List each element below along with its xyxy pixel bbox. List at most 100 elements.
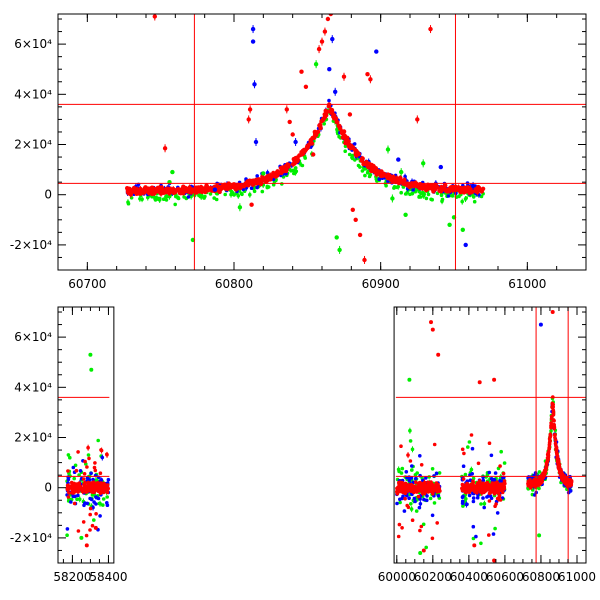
- data-point-red: [451, 186, 456, 191]
- data-point-red: [381, 173, 386, 178]
- data-point-blue: [398, 497, 402, 502]
- data-point-green: [350, 153, 355, 158]
- data-point-green: [322, 122, 327, 126]
- data-point-red: [84, 543, 89, 548]
- data-point-blue: [106, 477, 111, 482]
- data-point-green: [467, 440, 472, 444]
- data-point-red: [413, 486, 418, 490]
- data-point-green: [92, 518, 96, 522]
- data-point-blue: [432, 474, 436, 478]
- data-point-green: [105, 495, 109, 499]
- data-point-red: [171, 190, 177, 195]
- data-point-green: [410, 447, 415, 452]
- data-point-red: [133, 187, 138, 193]
- data-point-red: [316, 46, 322, 52]
- y-tick-label: 4×10⁴: [14, 380, 52, 394]
- data-point-green: [385, 147, 391, 152]
- data-point-green: [229, 189, 234, 194]
- data-point-red: [400, 526, 404, 530]
- data-point-blue: [250, 26, 256, 32]
- data-point-red: [217, 189, 222, 195]
- data-point-red: [88, 506, 93, 511]
- data-point-green: [260, 189, 265, 194]
- data-point-red: [423, 490, 427, 495]
- data-point-green: [426, 192, 431, 197]
- data-point-red: [396, 177, 401, 182]
- data-point-red: [102, 490, 106, 494]
- data-point-red: [81, 520, 86, 524]
- data-point-blue: [105, 503, 110, 508]
- data-point-red: [305, 143, 310, 149]
- data-point-red: [331, 114, 337, 120]
- data-point-green: [432, 501, 437, 505]
- data-point-red: [83, 480, 87, 485]
- data-point-red: [557, 470, 562, 475]
- data-point-blue: [475, 495, 480, 500]
- data-point-red: [65, 486, 70, 491]
- x-tick-label: 60900: [362, 277, 400, 291]
- data-point-green: [374, 177, 379, 181]
- data-point-blue: [461, 464, 466, 469]
- data-point-blue: [461, 494, 465, 499]
- data-point-red: [362, 257, 367, 263]
- data-point-green: [101, 503, 105, 507]
- data-point-green: [126, 201, 131, 206]
- data-point-red: [460, 486, 464, 490]
- data-point-blue: [489, 453, 494, 458]
- data-point-red: [365, 72, 370, 77]
- data-point-green: [86, 453, 91, 457]
- data-point-red: [90, 523, 95, 528]
- data-point-red: [343, 137, 349, 143]
- data-point-blue: [89, 471, 93, 476]
- data-point-blue: [99, 478, 103, 483]
- data-point-red: [229, 184, 234, 190]
- data-point-red: [473, 187, 478, 193]
- data-point-green: [97, 501, 101, 506]
- x-tick-label: 58400: [89, 570, 127, 584]
- data-points: [125, 14, 486, 264]
- data-point-red: [467, 485, 472, 490]
- data-point-green: [237, 205, 243, 210]
- data-point-green: [499, 449, 504, 454]
- data-point-blue: [69, 500, 73, 504]
- data-point-red: [406, 505, 411, 510]
- data-point-green: [212, 196, 216, 200]
- data-point-green: [417, 194, 422, 199]
- data-point-red: [487, 441, 492, 446]
- data-point-red: [350, 145, 356, 150]
- data-point-red: [311, 135, 317, 141]
- data-point-red: [92, 465, 97, 470]
- data-point-green: [101, 497, 106, 501]
- data-point-green: [440, 199, 444, 203]
- data-point-red: [418, 488, 422, 493]
- data-point-green: [469, 467, 474, 472]
- data-point-green: [424, 545, 429, 550]
- data-point-red: [85, 484, 89, 489]
- data-point-red: [303, 147, 308, 153]
- data-point-green: [430, 467, 435, 471]
- data-point-blue: [460, 499, 465, 504]
- data-point-red: [469, 483, 474, 487]
- data-point-blue: [417, 505, 422, 510]
- data-point-red: [357, 232, 363, 238]
- data-point-red: [475, 482, 480, 487]
- data-point-blue: [407, 496, 411, 501]
- x-tick-label: 61000: [508, 277, 546, 291]
- data-point-blue: [410, 464, 414, 468]
- data-point-red: [290, 132, 295, 137]
- x-tick-label: 60200: [414, 570, 452, 584]
- data-point-green: [439, 193, 444, 197]
- data-point-red: [91, 480, 96, 485]
- data-point-red: [88, 528, 92, 532]
- data-point-green: [479, 502, 483, 506]
- data-point-green: [79, 535, 84, 540]
- data-point-red: [419, 185, 424, 190]
- data-point-blue: [78, 469, 83, 473]
- data-point-red: [481, 482, 485, 487]
- data-point-red: [499, 486, 504, 490]
- data-point-red: [322, 29, 328, 34]
- data-point-red: [546, 450, 551, 454]
- data-point-red: [465, 481, 469, 486]
- data-point-red: [479, 189, 484, 194]
